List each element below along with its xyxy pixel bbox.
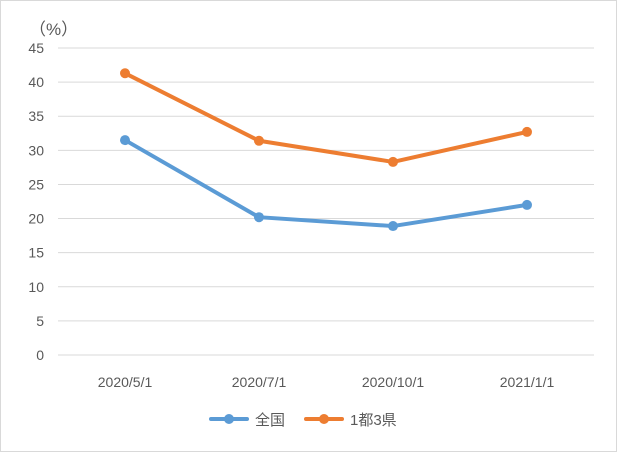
data-point	[120, 135, 130, 146]
x-tick-label: 2020/7/1	[232, 374, 287, 390]
y-tick-label: 45	[28, 40, 44, 56]
gridlines	[58, 47, 594, 356]
data-point	[522, 199, 532, 210]
legend-item: 全国	[209, 411, 285, 429]
x-tick-label: 2020/10/1	[362, 374, 424, 390]
y-tick-label: 15	[28, 245, 44, 261]
legend-label: 全国	[255, 411, 285, 429]
series-2	[120, 68, 532, 167]
data-point	[254, 212, 264, 223]
y-tick-label: 5	[36, 313, 44, 329]
data-point	[254, 135, 264, 146]
x-tick-label: 2021/1/1	[500, 374, 555, 390]
x-tick-labels: 2020/5/1 2020/7/1 2020/10/1 2021/1/1	[98, 374, 555, 390]
series-line	[123, 138, 529, 229]
data-point	[522, 126, 532, 137]
y-tick-labels: 0 5 10 15 20 25 30 35 40 45	[28, 40, 44, 363]
y-tick-label: 10	[28, 279, 44, 295]
y-unit-label: （%）	[29, 20, 78, 39]
y-tick-label: 0	[36, 347, 44, 363]
series-line	[123, 71, 529, 164]
legend-swatch-marker	[224, 414, 234, 424]
legend: 全国 1都3県	[209, 411, 397, 429]
legend-item: 1都3県	[304, 412, 397, 429]
legend-label: 1都3県	[350, 412, 397, 429]
y-tick-label: 30	[28, 142, 44, 158]
series-1	[120, 135, 532, 232]
y-tick-label: 20	[28, 211, 44, 227]
y-tick-label: 40	[28, 74, 44, 90]
data-point	[388, 221, 398, 232]
x-tick-label: 2020/5/1	[98, 374, 153, 390]
y-tick-label: 35	[28, 108, 44, 124]
y-tick-label: 25	[28, 176, 44, 192]
series-group	[120, 68, 532, 232]
data-point	[388, 156, 398, 167]
data-point	[120, 68, 130, 79]
legend-swatch-marker	[319, 414, 329, 424]
